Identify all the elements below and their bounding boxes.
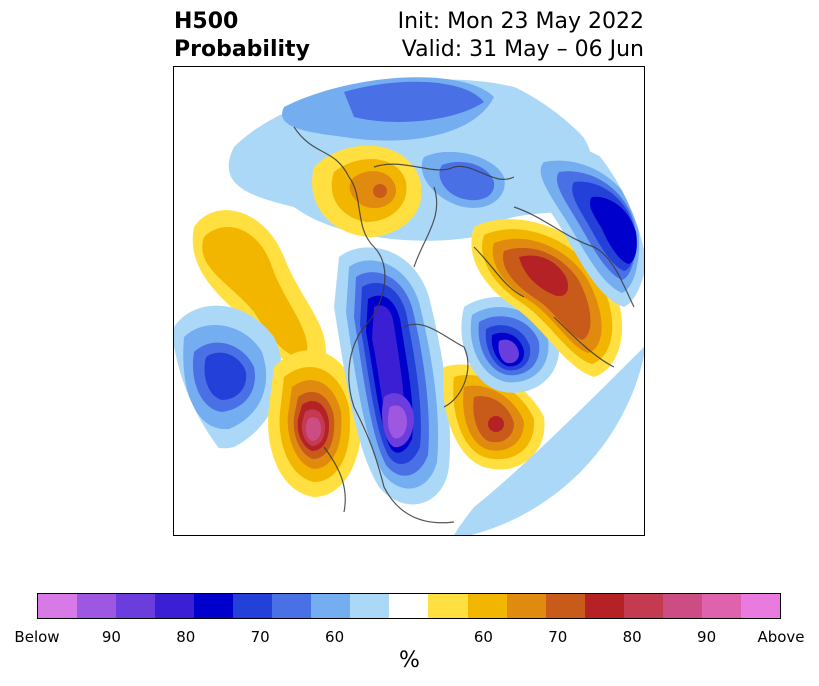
colorbar-segment [584,594,624,618]
colorbar-label: 80 [176,628,196,646]
colorbar-label: 70 [548,628,568,646]
colorbar-segment [311,594,351,618]
colorbar-segment [506,594,546,618]
colorbar-segment [350,594,390,618]
valid-range: Valid: 31 May – 06 Jun [401,37,644,62]
colorbar-label: 90 [101,628,121,646]
colorbar-segment [662,594,702,618]
colorbar-label: 70 [250,628,270,646]
colorbar-segment [233,594,273,618]
title-product: Probability [174,37,310,62]
colorbar-segment [116,594,156,618]
map-svg [174,67,644,535]
colorbar-unit: % [399,648,420,673]
colorbar-segment [155,594,195,618]
colorbar-label: Below [14,628,60,646]
chart-title-right: Init: Mon 23 May 2022 Valid: 31 May – 06… [398,8,644,64]
colorbar-label: 80 [622,628,642,646]
colorbar-segment [38,594,78,618]
title-variable: H500 [174,9,239,34]
colorbar-segment [623,594,663,618]
colorbar-segment [467,594,507,618]
colorbar-label: Above [757,628,805,646]
colorbar [37,593,781,619]
colorbar-segment [428,594,468,618]
colorbar-segment [272,594,312,618]
colorbar-segment [740,594,780,618]
colorbar-segment [701,594,741,618]
probability-map [173,66,645,536]
colorbar-segment [389,594,429,618]
colorbar-label: 60 [473,628,493,646]
colorbar-segment [194,594,234,618]
colorbar-tick-labels: Below 90 80 70 60 60 70 80 90 Above [0,628,819,648]
colorbar-label: 60 [325,628,345,646]
colorbar-label: 90 [697,628,717,646]
init-date: Init: Mon 23 May 2022 [397,9,644,34]
colorbar-segment [545,594,585,618]
colorbar-segment [77,594,117,618]
chart-title-left: H500 Probability [174,8,310,64]
